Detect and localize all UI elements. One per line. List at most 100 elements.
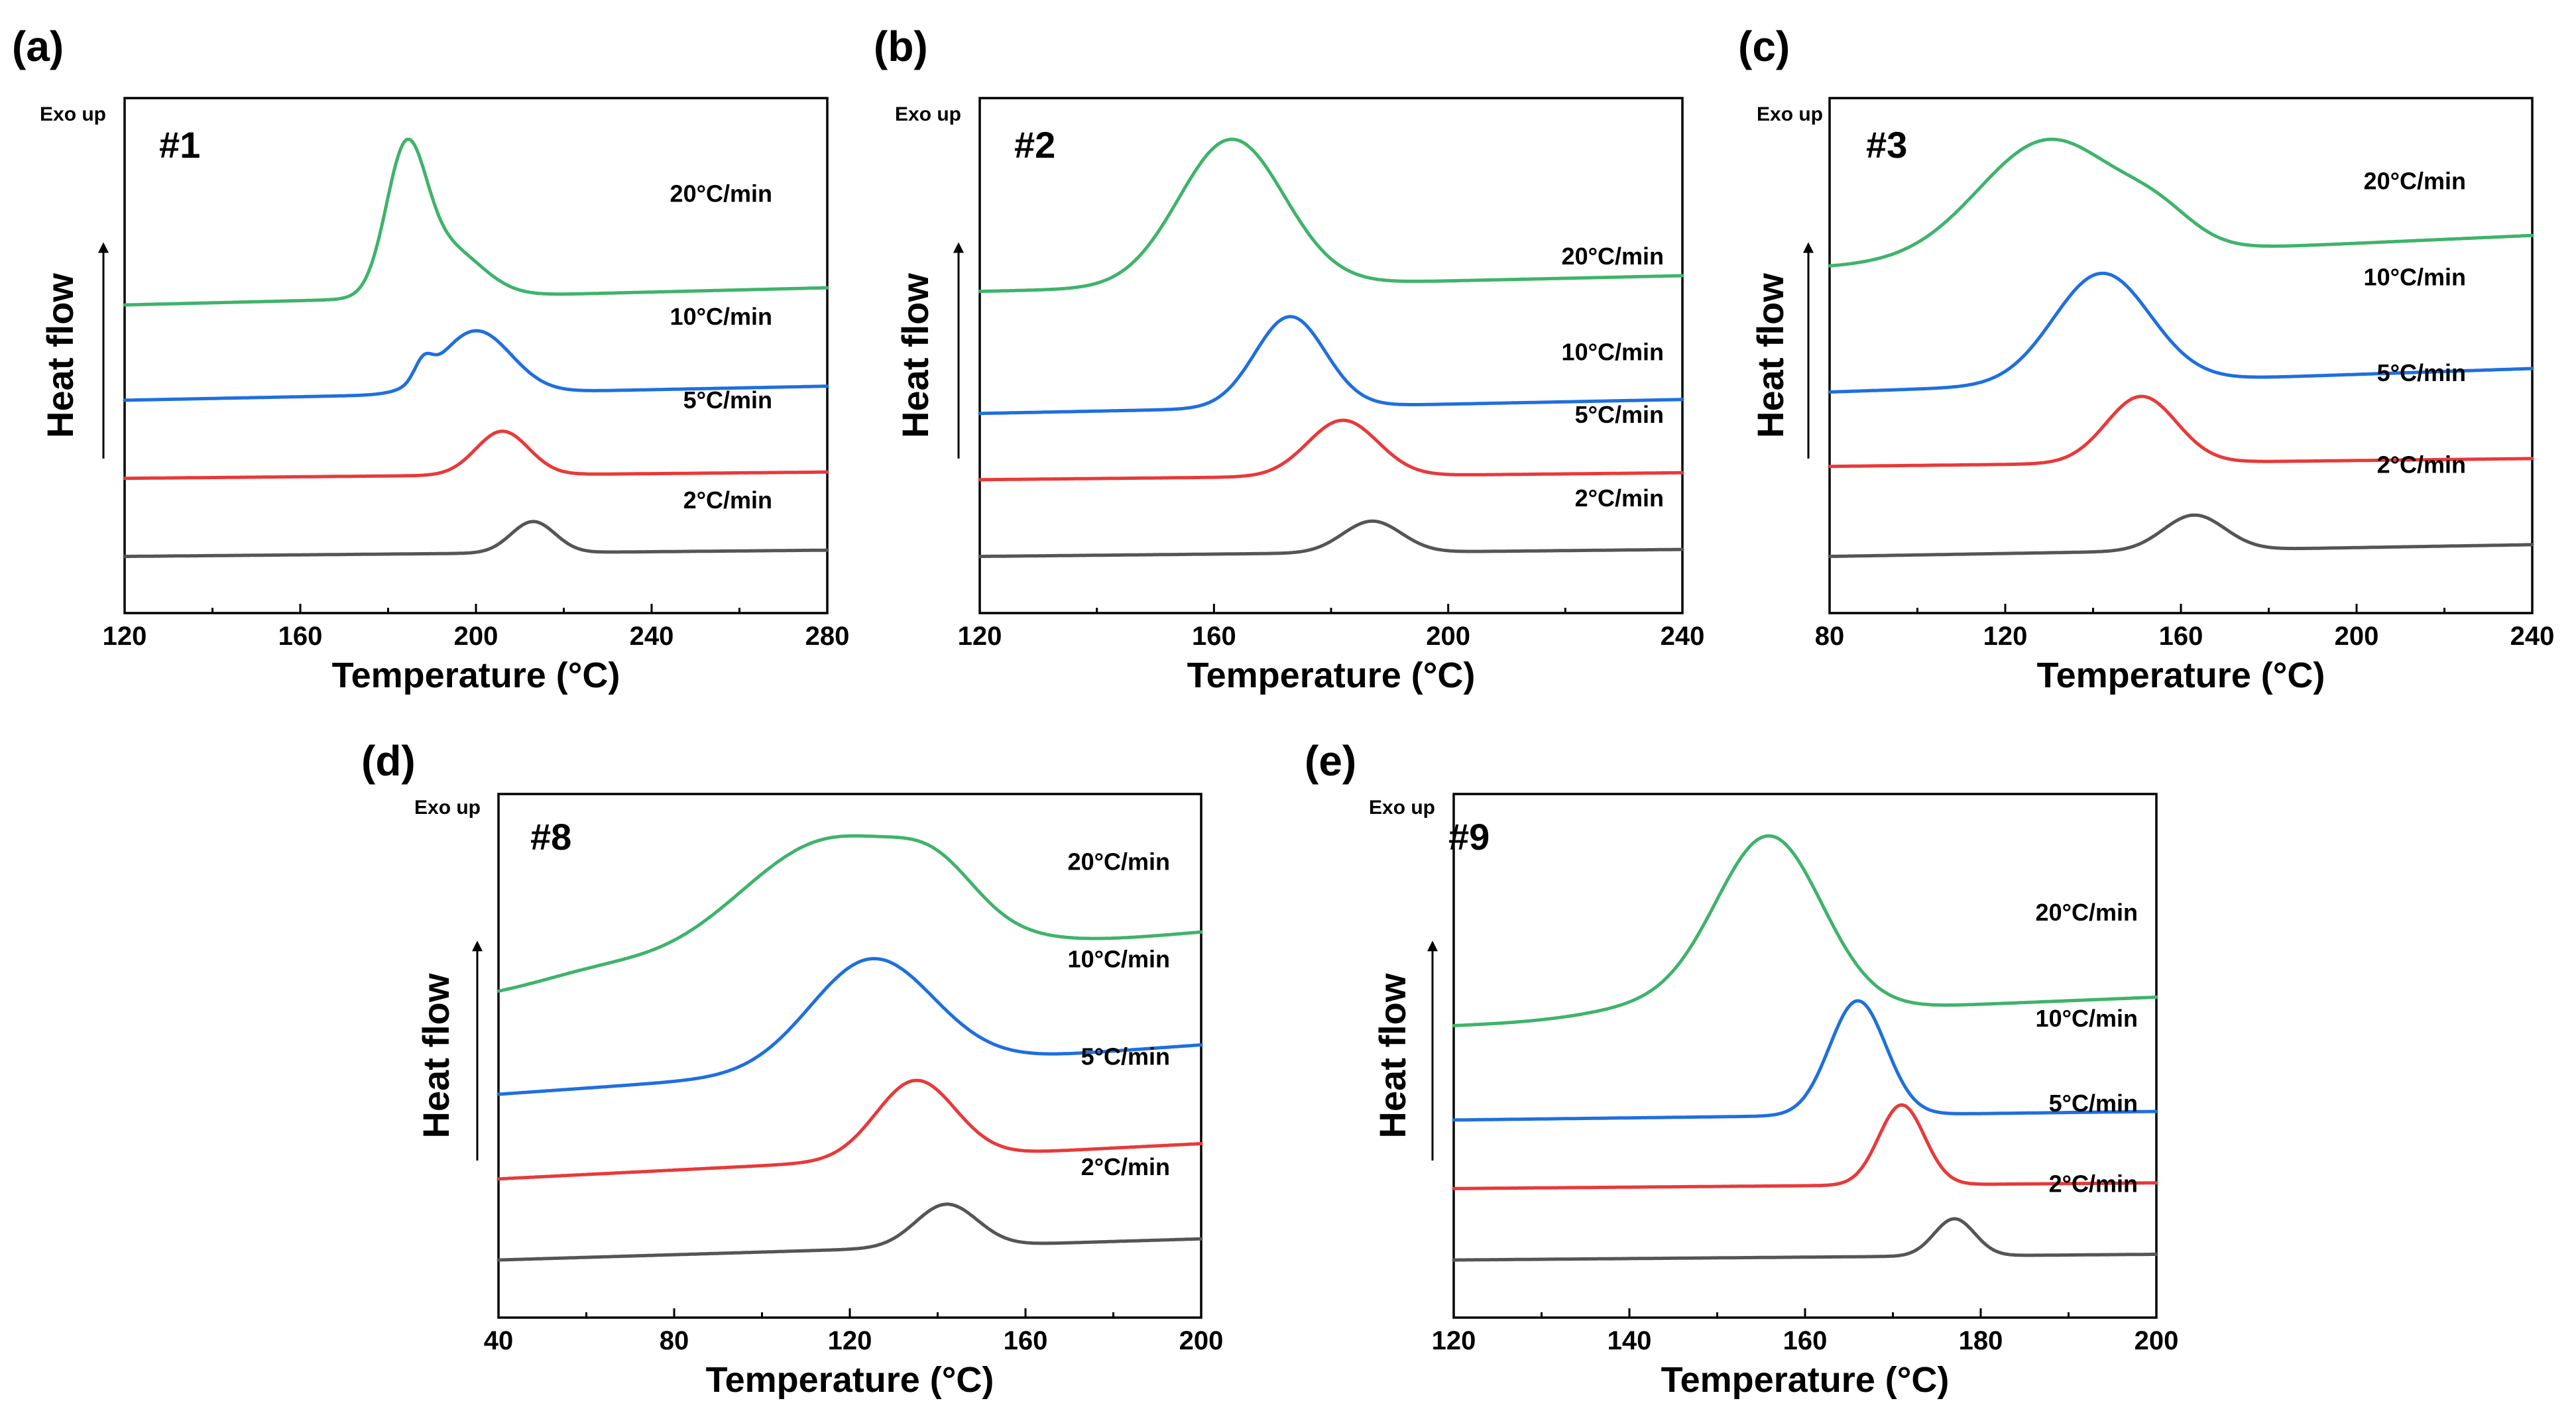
series-line-10c-per-min [497, 956, 1203, 1096]
x-tick-label: 160 [1783, 1326, 1828, 1355]
series-label-5c-per-min: 5°C/min [1081, 1043, 1170, 1070]
heat-flow-arrow-head-icon [98, 242, 109, 253]
series-line-2c-per-min [1452, 1217, 2158, 1262]
sample-label: #2 [1014, 124, 1055, 166]
series-line-5c-per-min [1828, 394, 2534, 469]
series-label-2c-per-min: 2°C/min [2377, 451, 2466, 479]
chart-panel-sample-3: (c) Exo up Heat flow #3 80 120 160 200 240 Temper… [1738, 23, 2554, 695]
series-label-10c-per-min: 10°C/min [2364, 263, 2466, 290]
series-line-10c-per-min [1452, 999, 2158, 1122]
y-axis-label: Heat flow [1749, 273, 1791, 438]
series-line-2c-per-min [1828, 513, 2534, 558]
x-axis-label: Temperature (°C) [1661, 1360, 1950, 1400]
panel-label: (a) [12, 23, 64, 70]
x-axis-label: Temperature (°C) [706, 1360, 994, 1400]
heat-flow-arrow-head-icon [1427, 940, 1438, 952]
y-axis-label: Heat flow [39, 273, 81, 438]
series-label-2c-per-min: 2°C/min [683, 486, 772, 514]
panel-label: (c) [1738, 23, 1790, 70]
exo-up-label: Exo up [414, 797, 481, 819]
chart-panel-sample-8: (d) Exo up Heat flow #8 40 80 120 160 200 Tempera… [361, 737, 1223, 1400]
series-line-20c-per-min [1828, 137, 2534, 268]
x-axis-label: Temperature (°C) [2037, 655, 2325, 695]
series-label-20c-per-min: 20°C/min [670, 180, 772, 207]
x-axis-label: Temperature (°C) [332, 655, 620, 695]
series-line-10c-per-min [978, 315, 1684, 416]
y-axis-label: Heat flow [1372, 973, 1413, 1138]
x-tick-label: 120 [103, 622, 147, 651]
series-line-20c-per-min [497, 834, 1203, 993]
x-tick-label: 180 [1959, 1326, 2003, 1355]
x-tick-label: 80 [660, 1326, 689, 1355]
series-label-10c-per-min: 10°C/min [1068, 946, 1170, 973]
panel-label: (b) [874, 23, 928, 70]
x-tick-label: 240 [2510, 622, 2555, 651]
x-tick-label: 160 [1192, 622, 1236, 651]
series-label-2c-per-min: 2°C/min [2049, 1170, 2138, 1198]
series-label-10c-per-min: 10°C/min [2036, 1005, 2138, 1032]
sample-label: #1 [159, 124, 200, 166]
y-axis-label: Heat flow [415, 973, 457, 1138]
heat-flow-arrow-head-icon [472, 940, 483, 952]
x-tick-label: 200 [1426, 622, 1470, 651]
x-tick-label: 280 [805, 622, 850, 651]
series-label-10c-per-min: 10°C/min [670, 303, 772, 330]
x-tick-label: 240 [630, 622, 674, 651]
x-tick-label: 120 [958, 622, 1002, 651]
panel-label: (d) [361, 737, 416, 785]
series-label-10c-per-min: 10°C/min [1562, 339, 1664, 366]
panel-label: (e) [1305, 737, 1356, 785]
series-line-5c-per-min [123, 429, 829, 481]
x-tick-label: 200 [454, 622, 498, 651]
series-line-2c-per-min [497, 1202, 1203, 1262]
series-label-2c-per-min: 2°C/min [1575, 484, 1664, 512]
exo-up-label: Exo up [40, 103, 106, 125]
series-label-2c-per-min: 2°C/min [1081, 1153, 1170, 1180]
series-label-5c-per-min: 5°C/min [683, 386, 772, 414]
heat-flow-arrow-head-icon [1803, 242, 1814, 253]
x-tick-label: 120 [1432, 1326, 1476, 1355]
series-label-20c-per-min: 20°C/min [1562, 243, 1664, 270]
series-line-5c-per-min [497, 1078, 1203, 1181]
series-line-2c-per-min [123, 520, 829, 558]
chart-panel-sample-2: (b) Exo up Heat flow #2 120 160 200 240 Temperat… [874, 23, 1704, 695]
x-tick-label: 200 [2135, 1326, 2179, 1355]
series-label-20c-per-min: 20°C/min [2036, 899, 2138, 926]
series-line-10c-per-min [1828, 271, 2534, 394]
exo-up-label: Exo up [895, 103, 961, 125]
x-tick-label: 120 [828, 1326, 872, 1355]
x-tick-label: 160 [278, 622, 323, 651]
series-line-5c-per-min [978, 418, 1684, 482]
x-tick-label: 120 [1983, 622, 2028, 651]
series-line-2c-per-min [978, 519, 1684, 558]
chart-panel-sample-1: (a) Exo up Heat flow #1 120 160 200 240 280 Tempe… [12, 23, 849, 695]
x-tick-label: 160 [2159, 622, 2203, 651]
x-tick-label: 40 [484, 1326, 514, 1355]
series-label-5c-per-min: 5°C/min [2377, 359, 2466, 386]
sample-label: #8 [530, 816, 571, 858]
chart-panel-sample-9: (e) Exo up Heat flow #9 120 140 160 180 200 Tempe… [1305, 737, 2178, 1400]
heat-flow-arrow-head-icon [953, 242, 964, 253]
series-label-20c-per-min: 20°C/min [1068, 848, 1170, 875]
series-label-5c-per-min: 5°C/min [2049, 1090, 2138, 1117]
series-line-20c-per-min [1452, 834, 2158, 1027]
sample-label: #3 [1866, 124, 1907, 166]
series-label-20c-per-min: 20°C/min [2364, 168, 2466, 195]
exo-up-label: Exo up [1369, 797, 1435, 819]
series-line-10c-per-min [123, 329, 829, 402]
x-tick-label: 160 [1004, 1326, 1048, 1355]
x-axis-label: Temperature (°C) [1187, 655, 1476, 695]
x-tick-label: 200 [1179, 1326, 1224, 1355]
series-line-20c-per-min [978, 137, 1684, 294]
series-line-20c-per-min [123, 137, 829, 307]
series-line-5c-per-min [1452, 1103, 2158, 1190]
x-tick-label: 200 [2335, 622, 2379, 651]
x-tick-label: 140 [1608, 1326, 1652, 1355]
x-tick-label: 80 [1815, 622, 1845, 651]
plot-frame [123, 97, 829, 614]
x-tick-label: 240 [1661, 622, 1705, 651]
y-axis-label: Heat flow [894, 273, 936, 438]
series-label-5c-per-min: 5°C/min [1575, 401, 1664, 428]
exo-up-label: Exo up [1757, 103, 1823, 125]
